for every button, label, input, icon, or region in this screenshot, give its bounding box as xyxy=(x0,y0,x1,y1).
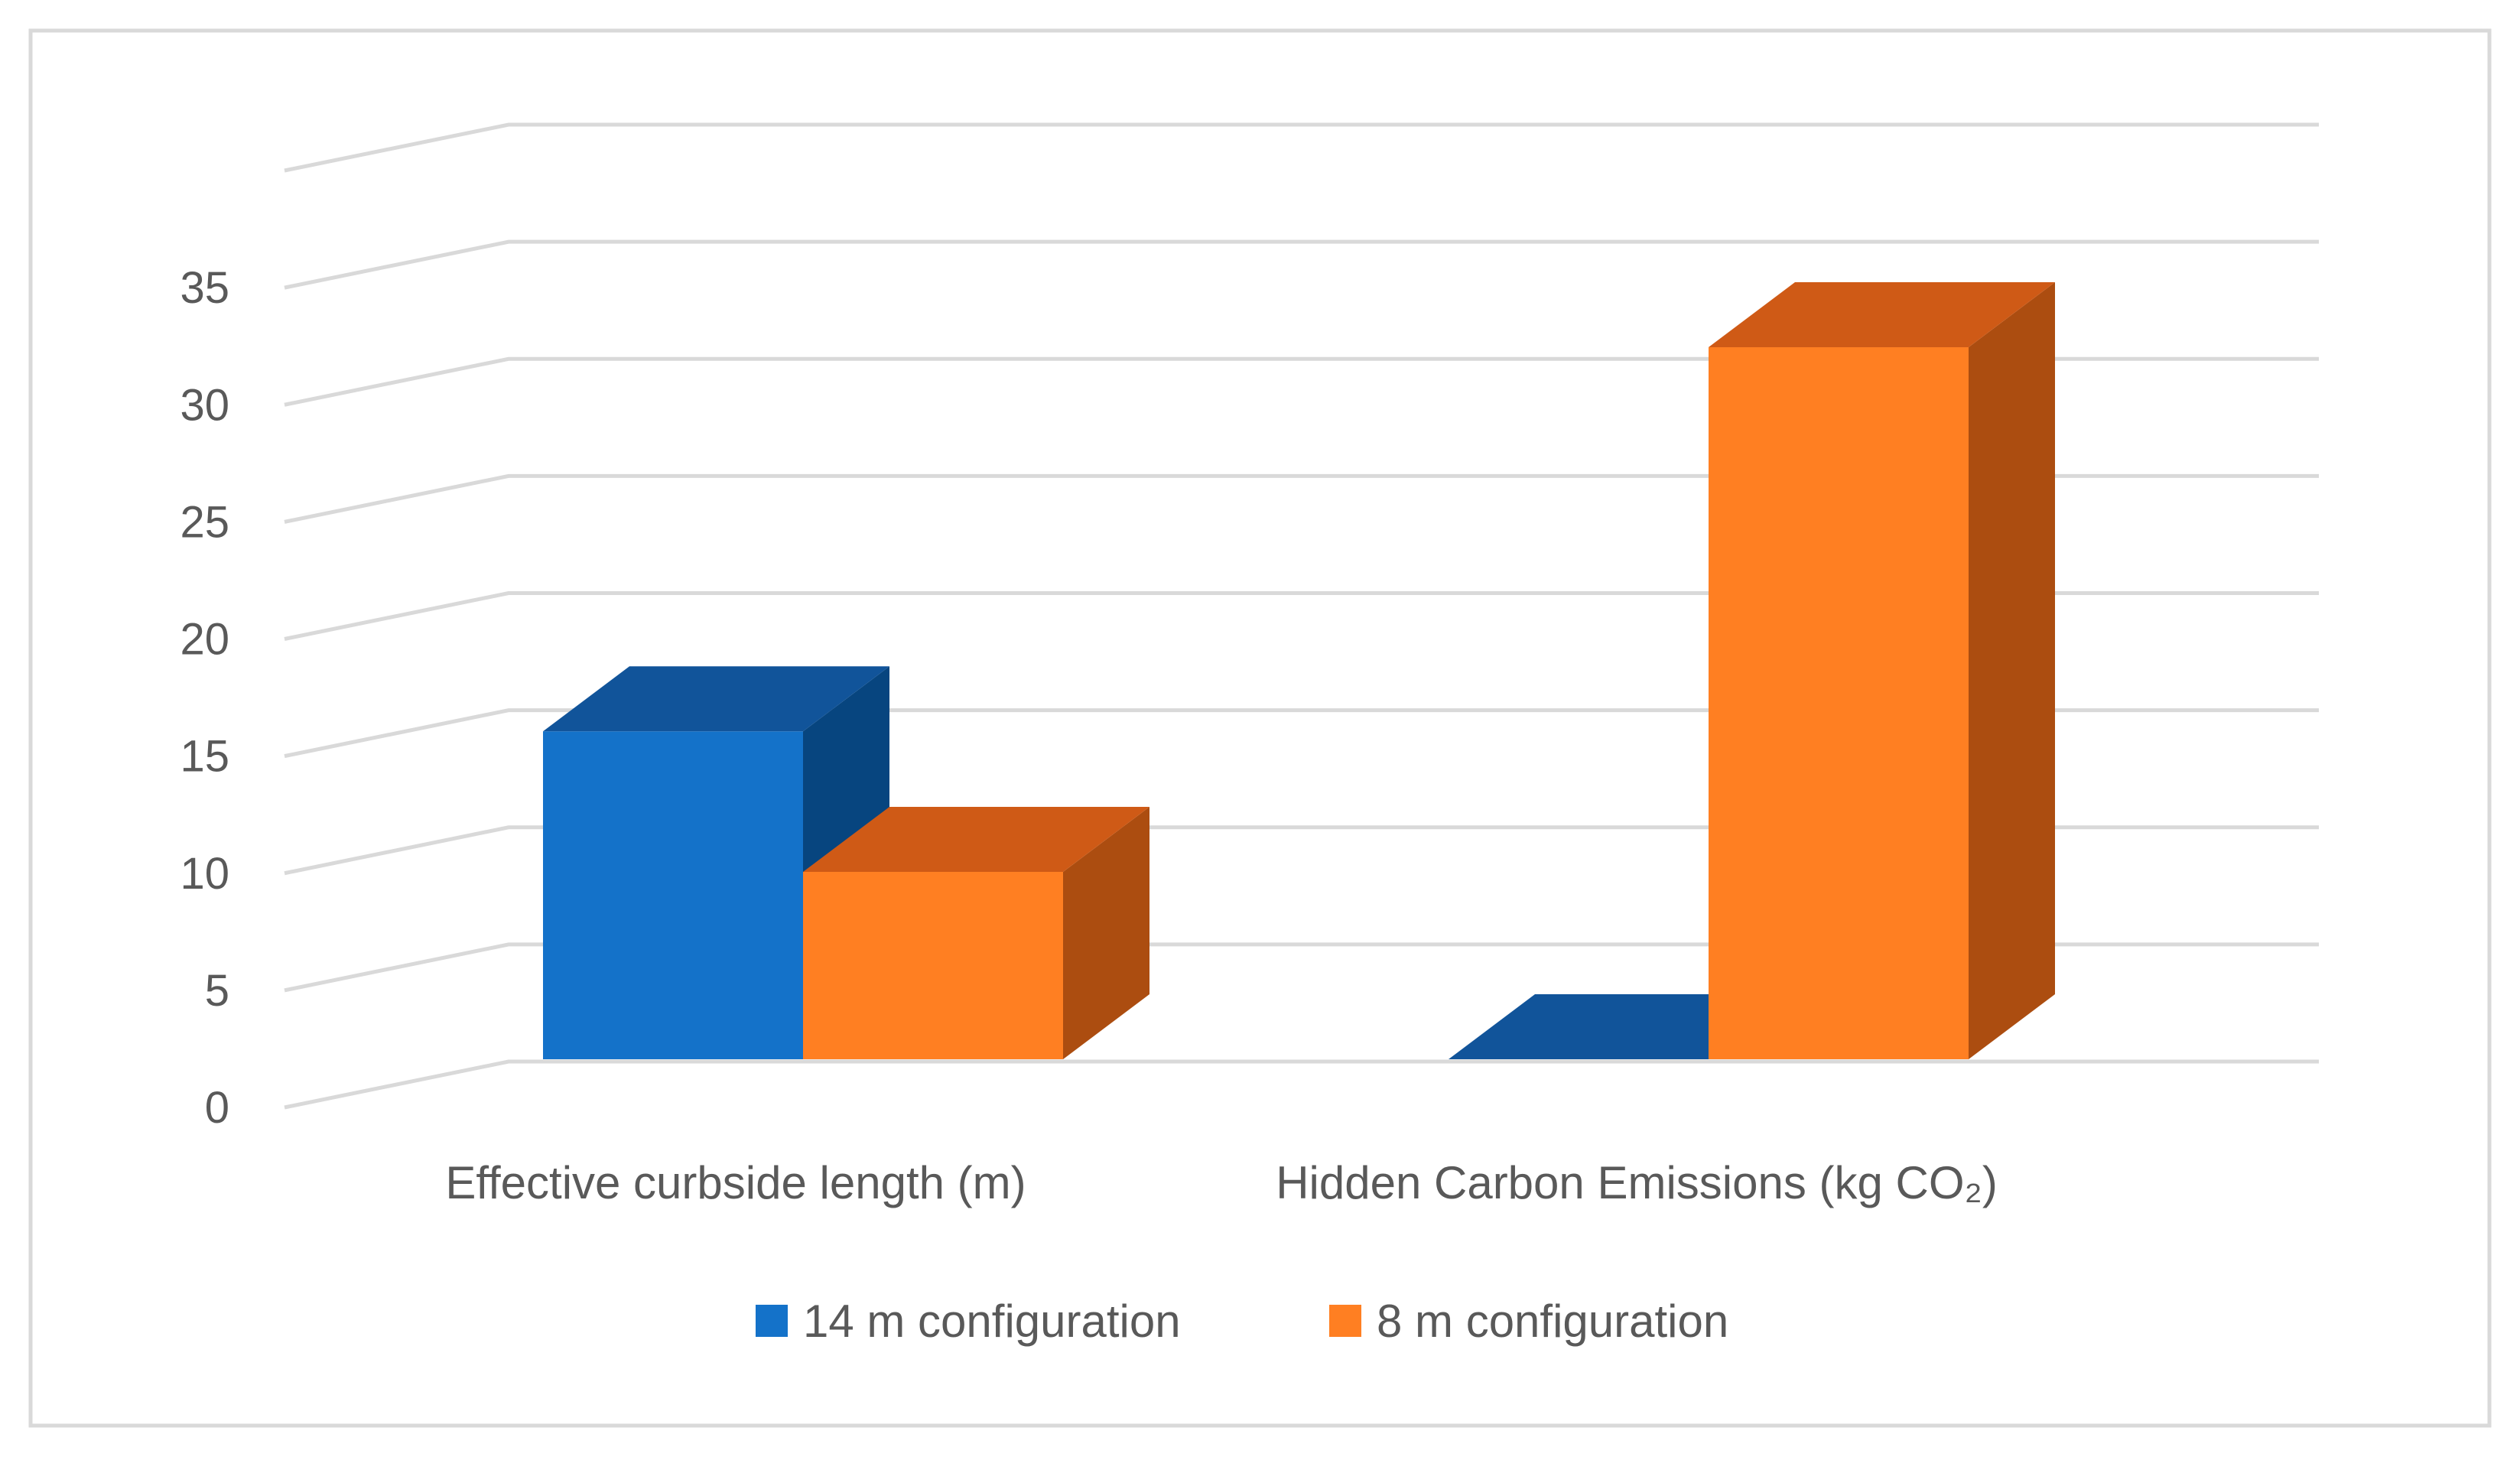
bars xyxy=(543,282,2055,1059)
legend: 14 m configuration 8 m configuration xyxy=(756,1296,1728,1347)
legend-label: 8 m configuration xyxy=(1377,1296,1728,1347)
y-tick-label: 30 xyxy=(180,380,229,430)
legend-swatch xyxy=(1329,1305,1361,1337)
gridline xyxy=(284,239,2319,290)
y-tick-label: 15 xyxy=(180,732,229,782)
x-axis-labels: Effective curbside length (m) Hidden Carb… xyxy=(445,1157,1997,1208)
y-tick-label: 35 xyxy=(180,263,229,313)
legend-swatch xyxy=(756,1305,788,1337)
gridlines xyxy=(284,122,2319,1110)
bar-top xyxy=(1449,994,1795,1059)
y-tick-label: 20 xyxy=(180,615,229,665)
bar-front xyxy=(803,872,1063,1059)
legend-label: 14 m configuration xyxy=(803,1296,1181,1347)
bar xyxy=(803,807,1149,1059)
gridline xyxy=(284,1059,2319,1110)
legend-item: 14 m configuration xyxy=(756,1296,1181,1347)
bar-top xyxy=(543,666,889,732)
y-tick-label: 10 xyxy=(180,849,229,899)
legend-item: 8 m configuration xyxy=(1329,1296,1728,1347)
bar-front xyxy=(543,731,803,1059)
bar-top xyxy=(803,807,1149,872)
bar xyxy=(1449,994,1795,1059)
bar-side xyxy=(1063,807,1149,1059)
bar-front xyxy=(1709,347,1969,1059)
x-category-label: Hidden Carbon Emissions (kg CO₂) xyxy=(1276,1157,1998,1208)
gridline xyxy=(284,122,2319,173)
chart-border xyxy=(28,28,2492,1428)
y-tick-label: 5 xyxy=(205,966,229,1016)
bar-side xyxy=(1969,282,2055,1059)
y-tick-label: 0 xyxy=(205,1083,229,1133)
x-category-label: Effective curbside length (m) xyxy=(445,1157,1026,1208)
y-axis-ticks: 0 5 10 15 20 25 30 35 xyxy=(180,263,229,1133)
y-tick-label: 25 xyxy=(180,497,229,547)
bar xyxy=(1709,282,2055,1059)
bar-top xyxy=(1709,282,2055,347)
